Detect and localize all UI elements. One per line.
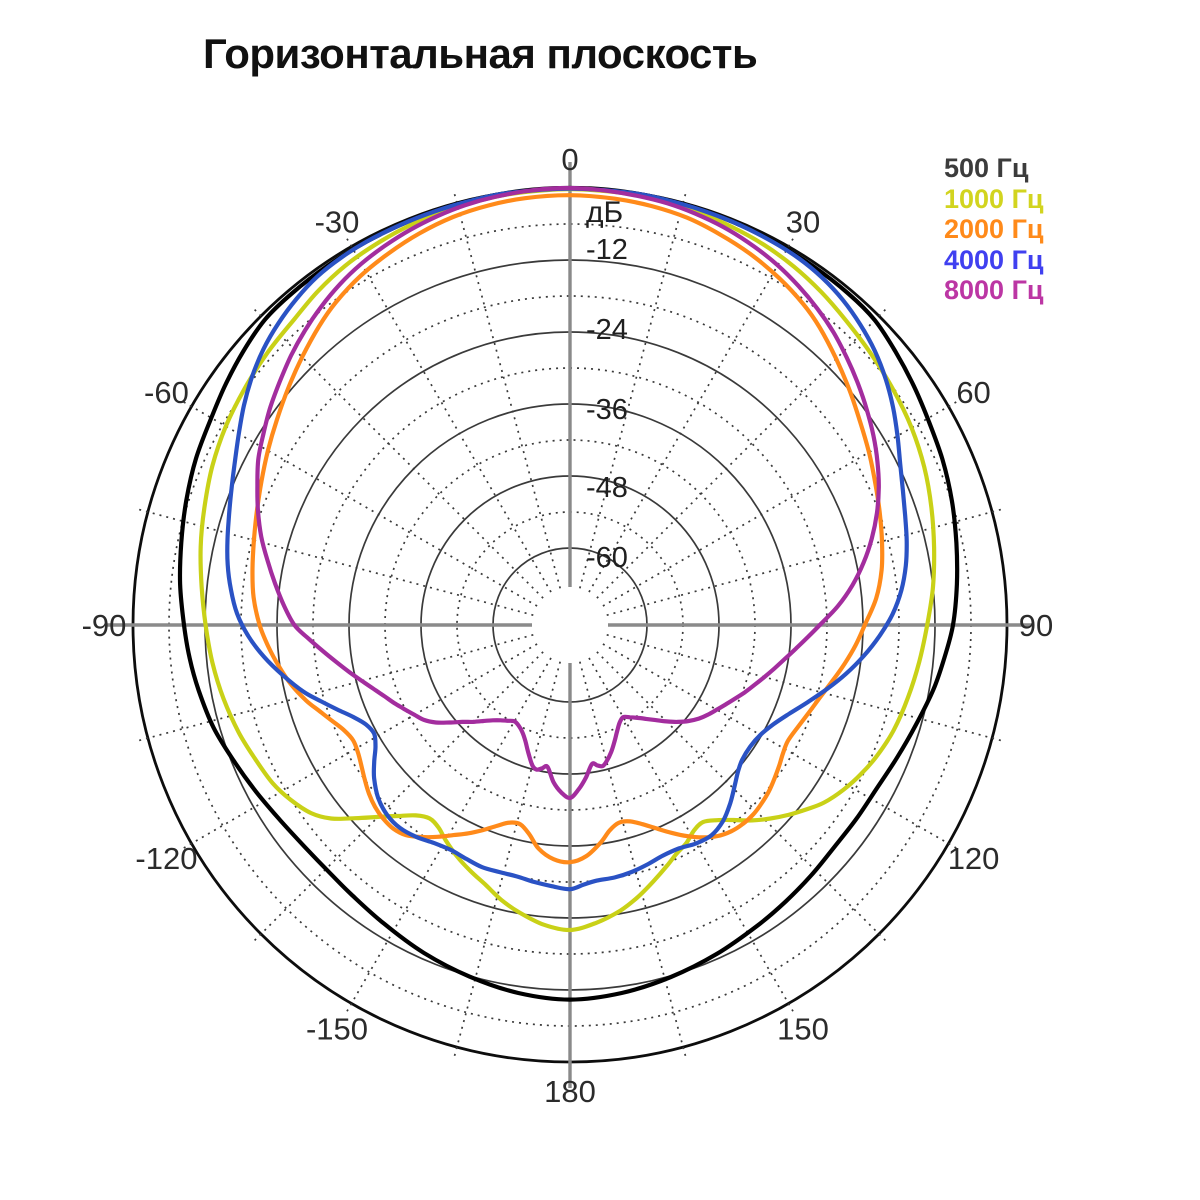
grid-spoke	[606, 507, 1006, 616]
angle-label--150: -150	[306, 1011, 368, 1046]
series-curve-2000hz	[250, 193, 885, 865]
angle-label-150: 150	[777, 1011, 829, 1046]
angle-label-120: 120	[948, 841, 1000, 876]
legend-item-8000hz: 8000 Гц	[944, 275, 1044, 305]
grid-spoke	[250, 305, 544, 599]
legend-item-2000hz: 2000 Гц	[944, 214, 1044, 244]
angle-label-0: 0	[561, 142, 578, 177]
grid-spoke	[602, 398, 962, 607]
legend-item-500hz: 500 Гц	[944, 153, 1029, 183]
grid-spoke	[343, 233, 552, 593]
grid-spoke	[452, 189, 561, 589]
grid-spoke	[178, 643, 538, 852]
grid-spoke	[343, 657, 552, 1017]
db-tick-label--36: -36	[586, 394, 628, 426]
grid-spoke	[452, 661, 561, 1061]
grid-spoke	[596, 305, 890, 599]
grid-spoke	[602, 643, 962, 852]
grid-spoke	[588, 657, 797, 1017]
angle-label-60: 60	[956, 375, 990, 410]
angle-label-30: 30	[786, 204, 820, 239]
grid-spoke	[588, 233, 797, 593]
db-axis-unit-label: дБ	[586, 196, 623, 229]
angle-label-180: 180	[544, 1074, 596, 1109]
grid-spoke	[579, 661, 688, 1061]
grid-spoke	[579, 189, 688, 589]
grid-spoke	[250, 651, 544, 945]
db-tick-label--24: -24	[586, 314, 628, 346]
grid-spoke	[134, 634, 534, 743]
angle-label--90: -90	[82, 608, 127, 643]
grid-spoke	[606, 634, 1006, 743]
db-tick-label--48: -48	[586, 472, 628, 504]
series-curve-8000hz	[255, 185, 881, 801]
legend-item-1000hz: 1000 Гц	[944, 183, 1044, 214]
angle-label--30: -30	[315, 204, 360, 239]
db-tick-label--12: -12	[586, 234, 628, 266]
angle-label--60: -60	[144, 375, 189, 410]
legend-item-4000hz: 4000 Гц	[944, 244, 1044, 275]
series-curve-1000hz	[198, 187, 937, 933]
grid-spoke	[596, 651, 890, 945]
angle-label--120: -120	[135, 841, 197, 876]
page-title: Горизонтальная плоскость	[203, 30, 758, 77]
center-hole	[533, 588, 607, 662]
angle-label-90: 90	[1019, 608, 1053, 643]
db-tick-label--60: -60	[586, 542, 628, 574]
chart-legend: 500 Гц 1000 Гц 2000 Гц 4000 Гц 8000 Гц	[944, 153, 1043, 306]
